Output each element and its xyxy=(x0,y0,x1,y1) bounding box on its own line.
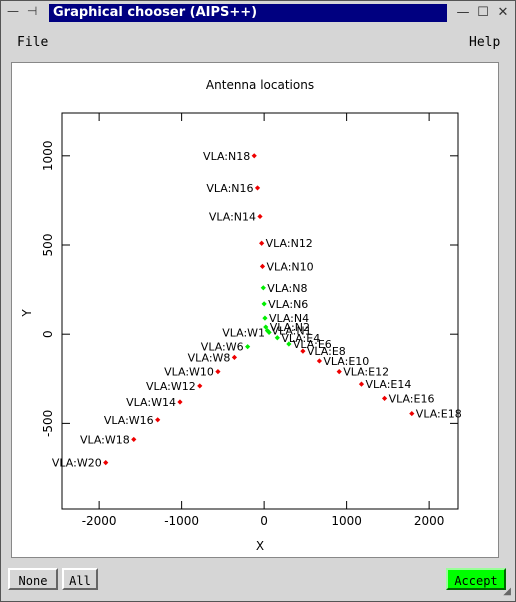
antenna-label: VLA:N1 xyxy=(271,325,311,338)
antenna-label: VLA:N16 xyxy=(206,182,253,195)
antenna-label: VLA:E4 xyxy=(281,332,320,345)
antenna-label: VLA:N4 xyxy=(269,312,309,325)
y-tick-label: 0 xyxy=(41,330,55,338)
antenna-label: VLA:E10 xyxy=(323,355,369,368)
plot-area[interactable]: Antenna locations X Y -2000 -1000 0 1000 200… xyxy=(11,62,499,558)
antenna-point[interactable] xyxy=(336,369,342,375)
antenna-label: VLA:N14 xyxy=(209,210,256,223)
menu-help[interactable]: Help xyxy=(469,35,501,50)
antenna-point[interactable] xyxy=(286,341,292,347)
antenna-point[interactable] xyxy=(274,335,280,341)
antenna-point[interactable] xyxy=(409,410,415,417)
antenna-point[interactable] xyxy=(245,344,251,350)
antenna-label: VLA:N10 xyxy=(266,260,313,273)
maximize-icon[interactable]: ☐ xyxy=(477,5,489,20)
x-tick-label: 1000 xyxy=(331,514,362,528)
antenna-point[interactable] xyxy=(257,213,263,220)
antenna-label: VLA:N6 xyxy=(268,298,308,311)
antenna-label: VLA:E8 xyxy=(307,345,346,358)
antenna-label: VLA:W20 xyxy=(52,457,102,470)
all-button[interactable]: All xyxy=(62,568,98,590)
antenna-point[interactable] xyxy=(254,185,261,191)
antenna-label: VLA:N8 xyxy=(267,282,307,295)
antenna-point[interactable] xyxy=(103,460,109,466)
window-title: Graphical chooser (AIPS++) xyxy=(49,4,447,22)
plot-box xyxy=(61,112,459,510)
y-tick-label: 1000 xyxy=(41,141,55,172)
title-bar[interactable]: — ⊣ Graphical chooser (AIPS++) — ☐ ✕ xyxy=(3,3,513,23)
x-tick-label: -2000 xyxy=(82,514,117,528)
antenna-point[interactable] xyxy=(131,436,137,443)
antenna-point[interactable] xyxy=(197,383,203,389)
y-tick-label: -500 xyxy=(41,410,55,437)
antenna-point[interactable] xyxy=(177,399,183,405)
close-icon[interactable]: ✕ xyxy=(497,5,509,20)
antenna-label: VLA:E16 xyxy=(389,392,435,405)
antenna-label: VLA:N18 xyxy=(203,150,250,163)
minimize-icon[interactable]: — xyxy=(456,5,470,20)
y-axis-label: Y xyxy=(20,309,34,318)
menu-bar: File Help xyxy=(3,29,513,53)
antenna-label: VLA:W12 xyxy=(146,380,196,393)
antenna-label: VLA:W10 xyxy=(164,366,214,379)
antenna-point[interactable] xyxy=(381,395,388,402)
antenna-point[interactable] xyxy=(259,263,266,270)
x-axis-label: X xyxy=(256,539,264,553)
antenna-point[interactable] xyxy=(316,358,322,364)
antenna-point[interactable] xyxy=(263,324,269,330)
antenna-label: VLA:W6 xyxy=(201,341,244,354)
antenna-label: VLA:E12 xyxy=(343,366,389,379)
antenna-point[interactable] xyxy=(259,240,265,246)
antenna-point[interactable] xyxy=(266,329,272,336)
menu-file[interactable]: File xyxy=(17,35,49,50)
antenna-point[interactable] xyxy=(260,285,266,291)
antenna-label: VLA:W8 xyxy=(188,351,231,364)
antenna-point[interactable] xyxy=(261,301,267,307)
antenna-label: VLA:W16 xyxy=(104,414,154,427)
antenna-point[interactable] xyxy=(264,328,271,334)
antenna-label: VLA:W18 xyxy=(80,433,130,446)
antenna-point[interactable] xyxy=(262,315,268,321)
plot-axes: -2000 -1000 0 1000 2000 -500 0 500 1000 xyxy=(41,112,459,528)
antenna-label: VLA:E6 xyxy=(293,338,332,351)
x-tick-label: -1000 xyxy=(164,514,199,528)
x-tick-label: 0 xyxy=(260,514,268,528)
antenna-scatter-plot[interactable]: Antenna locations X Y -2000 -1000 0 1000 200… xyxy=(12,63,498,557)
antenna-point[interactable] xyxy=(300,348,306,354)
antenna-label: VLA:W14 xyxy=(126,396,176,409)
none-button[interactable]: None xyxy=(8,568,58,590)
chart-title: Antenna locations xyxy=(206,78,314,92)
antenna-point[interactable] xyxy=(251,153,257,159)
y-tick-label: 500 xyxy=(41,234,55,257)
antenna-label: VLA:E14 xyxy=(365,378,411,391)
antenna-label: VLA:W1 xyxy=(222,326,265,339)
accept-button[interactable]: Accept xyxy=(446,568,506,590)
antenna-point[interactable] xyxy=(215,369,221,375)
antenna-label: VLA:N2 xyxy=(270,321,310,334)
window-menu-icon[interactable]: — ⊣ xyxy=(7,4,40,18)
x-tick-label: 2000 xyxy=(414,514,445,528)
resize-grip-icon[interactable]: ◢ xyxy=(503,586,511,597)
antenna-point[interactable] xyxy=(155,417,161,423)
antenna-label: VLA:E18 xyxy=(416,408,462,421)
antenna-point[interactable] xyxy=(231,354,238,360)
antenna-label: VLA:N12 xyxy=(266,237,313,250)
plot-points[interactable]: VLA:N18 VLA:N16 VLA:N14 VLA:N12 VLA:N10 VLA:N… xyxy=(52,150,462,470)
antenna-point[interactable] xyxy=(358,381,365,387)
